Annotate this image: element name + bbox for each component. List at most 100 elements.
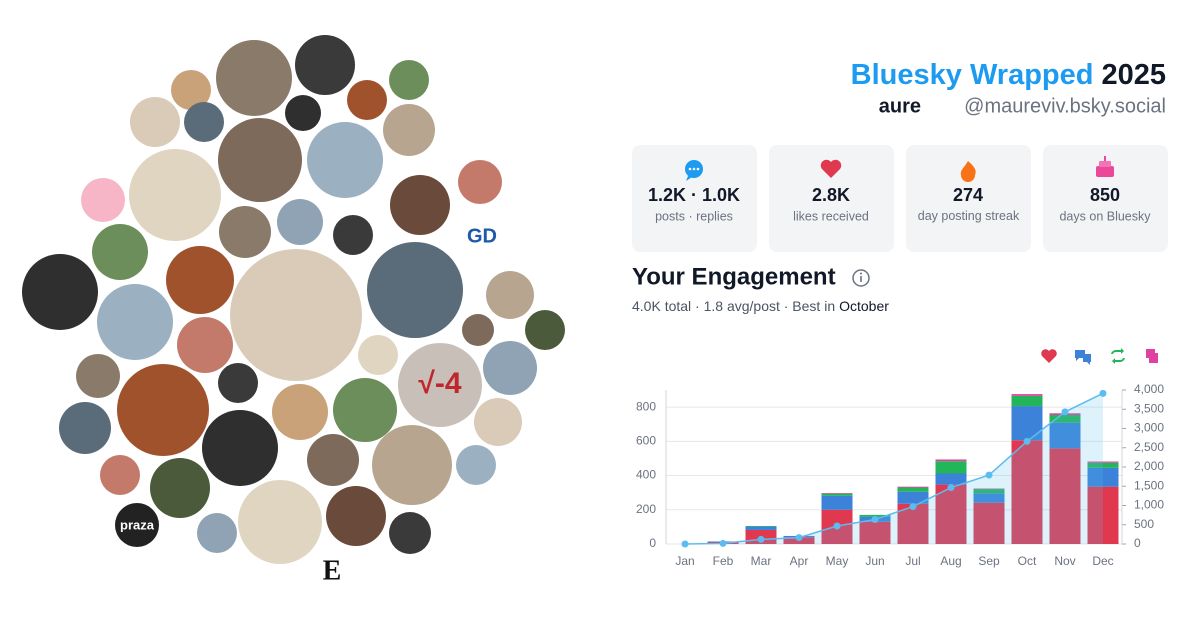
best-month: October — [839, 298, 889, 314]
line-point — [909, 503, 917, 511]
x-tick-label: Apr — [790, 554, 809, 568]
bar-segment — [973, 489, 1005, 494]
y2-tick-label: 4,000 — [1134, 382, 1164, 396]
bar-segment — [935, 484, 967, 544]
x-tick-label: Feb — [713, 554, 734, 568]
avatar-text: E — [323, 555, 342, 586]
avatar — [458, 160, 502, 204]
line-point — [719, 539, 727, 547]
avatar — [171, 70, 211, 110]
avatar — [97, 284, 173, 360]
y2-tick-label: 3,000 — [1134, 421, 1164, 435]
legend-icon — [1075, 350, 1091, 365]
avatar — [372, 425, 452, 505]
avatar — [115, 503, 159, 547]
section-heading: Your Engagement — [632, 263, 836, 290]
avatar-text: √-4 — [418, 367, 461, 400]
avatar — [150, 458, 210, 518]
avatar — [285, 95, 321, 131]
x-tick-label: Dec — [1092, 554, 1113, 568]
stat-label: likes received — [793, 209, 869, 223]
y-tick-label: 200 — [636, 502, 656, 516]
avatar — [197, 513, 237, 553]
x-tick-label: Nov — [1054, 554, 1075, 568]
y2-tick-label: 500 — [1134, 517, 1154, 531]
line-point — [1099, 389, 1107, 397]
y2-tick-label: 1,500 — [1134, 478, 1164, 492]
bar-segment — [1087, 462, 1119, 468]
avatar — [458, 214, 506, 262]
icon-likes — [820, 159, 842, 178]
avatar — [216, 40, 292, 116]
line-point — [1023, 437, 1031, 445]
y-tick-label: 400 — [636, 468, 656, 482]
y-tick-label: 0 — [649, 536, 656, 550]
wrapped-title: Bluesky Wrapped 2025 — [851, 59, 1166, 91]
title: Bluesky Wrapped — [851, 59, 1094, 91]
info-icon[interactable] — [852, 269, 870, 287]
y2-tick-label: 2,000 — [1134, 459, 1164, 473]
avatar — [219, 206, 271, 258]
legend-icon — [1041, 349, 1057, 363]
bar-segment — [897, 486, 929, 488]
stat-value: 850 — [1090, 185, 1120, 205]
bar-segment — [1011, 406, 1043, 441]
x-tick-label: Mar — [751, 554, 772, 568]
bar-segment — [859, 521, 891, 544]
avatar — [333, 378, 397, 442]
avatar — [307, 122, 383, 198]
bar-segment — [1011, 440, 1043, 544]
icon-posts — [685, 160, 703, 181]
line-point — [757, 535, 765, 543]
avatar — [272, 384, 328, 440]
avatar — [390, 175, 450, 235]
legend-icon — [1111, 348, 1125, 364]
x-tick-label: Sep — [978, 554, 1000, 568]
bar-segment — [1087, 461, 1119, 463]
avatar — [333, 215, 373, 255]
avatar — [218, 118, 302, 202]
stat-card — [769, 145, 894, 252]
chart: 0 200 400 600 800 0 500 1,000 1,500 2,000 2,500 3,0… — [636, 382, 1164, 568]
bar-segment — [935, 459, 967, 462]
stat-card — [1043, 145, 1168, 252]
stat-label-box: day posting streak — [917, 209, 1020, 223]
avatar — [100, 455, 140, 495]
avatar — [59, 402, 111, 454]
stat-value: 1.2K · 1.0K — [648, 185, 740, 205]
avatar — [358, 335, 398, 375]
avatar — [230, 249, 362, 381]
bar-segment — [821, 495, 853, 510]
x-tick-label: Oct — [1018, 554, 1037, 568]
avatar — [483, 341, 537, 395]
x-tick-label: Jan — [675, 554, 694, 568]
avatar — [462, 314, 494, 346]
avatar — [130, 97, 180, 147]
y2-tick-label: 3,500 — [1134, 401, 1164, 415]
stat-card — [632, 145, 757, 252]
y2-tick-label: 1,000 — [1134, 498, 1164, 512]
y-tick-label: 600 — [636, 434, 656, 448]
avatar — [525, 310, 565, 350]
x-tick-label: Jul — [905, 554, 920, 568]
bar-segment — [821, 493, 853, 494]
stat-value: 274 — [953, 185, 983, 205]
bar-segment — [1049, 448, 1081, 544]
bar-segment — [821, 493, 853, 496]
avatar — [218, 363, 258, 403]
bar-segment — [1087, 467, 1119, 487]
line-point — [833, 522, 841, 530]
engagement-summary: 4.0K total · 1.8 avg/post · Best in Octob… — [632, 298, 889, 314]
stat-label: day posting streak — [917, 209, 1020, 223]
avatar — [76, 354, 120, 398]
bar-segment — [973, 488, 1005, 490]
avatar — [389, 512, 431, 554]
bar-segment — [745, 526, 777, 527]
line-point — [871, 515, 879, 523]
bar-segment — [1049, 414, 1081, 423]
avatar — [238, 480, 322, 564]
stat-label: days on Bluesky — [1059, 209, 1151, 223]
avatar-cluster: praza E GD √-4 — [22, 35, 565, 586]
avatar — [474, 398, 522, 446]
